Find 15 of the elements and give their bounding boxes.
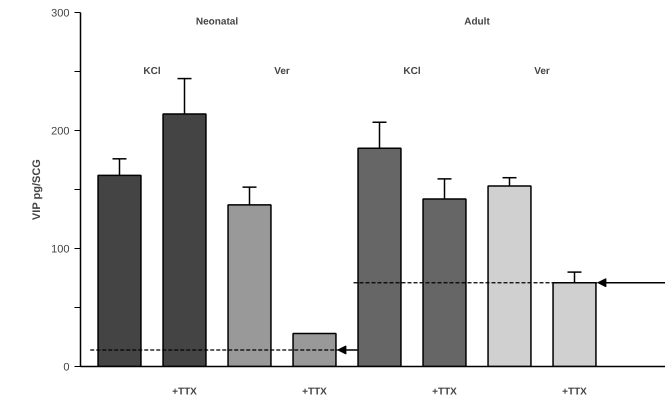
annotation: Neonatal: [196, 16, 238, 28]
y-tick-label: 0: [63, 362, 70, 374]
annotation: Ver: [534, 66, 550, 77]
x-tick-label: +TTX: [302, 386, 328, 398]
x-tick-label: +TTX: [432, 386, 458, 398]
x-tick-label: +TTX: [562, 386, 588, 398]
annotation: KCl: [143, 66, 161, 77]
y-tick-label: 200: [51, 126, 70, 138]
annotation: Ver: [274, 66, 290, 77]
x-tick-label: +TTX: [172, 386, 198, 398]
y-tick-label: 300: [51, 8, 70, 20]
annotation: KCl: [403, 66, 421, 77]
annotation: Adult: [464, 16, 490, 28]
y-axis-title: VIP pg/SCG: [31, 159, 44, 220]
y-tick-label: 100: [51, 244, 70, 256]
